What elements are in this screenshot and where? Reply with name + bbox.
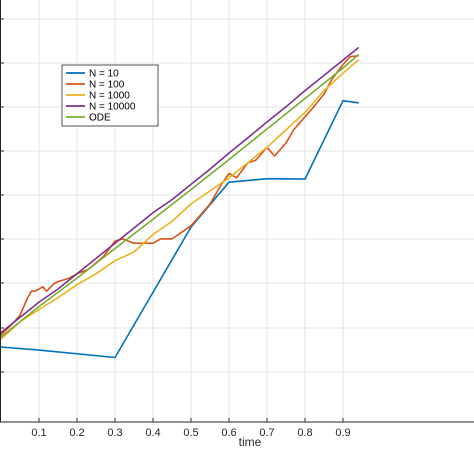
x-tick-label: 0.3 [107, 427, 122, 439]
x-tick-label: 0.1 [31, 427, 46, 439]
x-tick-labels: 0.1 0.2 0.3 0.4 0.5 0.6 0.7 0.8 0.9 [31, 427, 350, 439]
x-tick-label: 0.6 [221, 427, 236, 439]
x-tick-label: 0.7 [259, 427, 274, 439]
legend-label: N = 10 [89, 69, 119, 80]
x-tick-label: 0.4 [145, 427, 160, 439]
series-line-n-10 [0, 99, 360, 359]
x-tick-label: 0.8 [297, 427, 312, 439]
x-axis-label: time [239, 435, 262, 449]
series-line-ode [0, 54, 360, 338]
x-tick-label: 0.5 [183, 427, 198, 439]
x-tick-label: 0.2 [69, 427, 84, 439]
legend-label: ODE [89, 113, 111, 124]
axes [0, 0, 474, 423]
legend-label: N = 10000 [89, 102, 136, 113]
series-line-n-100 [0, 54, 360, 336]
series-line-n-1000 [0, 59, 360, 341]
series-lines [0, 47, 360, 359]
legend-label: N = 1000 [89, 91, 130, 102]
legend-label: N = 100 [89, 80, 125, 91]
series-line-n-10000 [0, 47, 360, 334]
x-tick-label: 0.9 [335, 427, 350, 439]
